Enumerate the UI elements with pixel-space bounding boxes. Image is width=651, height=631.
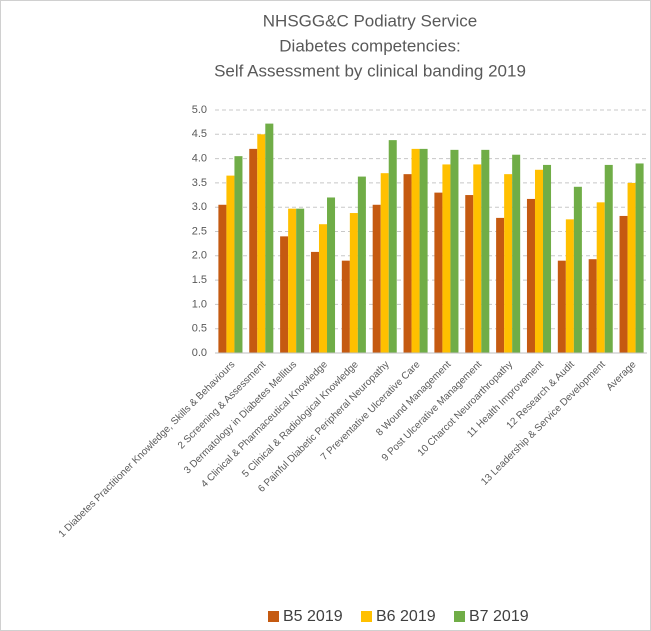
bar [543, 164, 552, 353]
bar [450, 149, 459, 353]
bar [411, 148, 420, 353]
bar [627, 182, 636, 353]
legend-label: B5 2019 [283, 608, 343, 625]
bar [327, 197, 336, 353]
bar [380, 173, 389, 353]
bar [310, 251, 319, 353]
bar [496, 217, 505, 353]
bar [265, 123, 274, 353]
legend-label: B6 2019 [376, 608, 436, 625]
bar [596, 202, 605, 353]
bar [218, 204, 227, 353]
y-tick-label: 5.0 [192, 104, 207, 116]
bar [280, 236, 289, 353]
bar [557, 260, 566, 353]
bar [565, 219, 574, 353]
y-tick-label: 3.0 [192, 201, 207, 213]
y-tick-label: 0.0 [192, 347, 207, 359]
y-tick-label: 2.5 [192, 225, 207, 237]
legend-swatch [454, 611, 465, 622]
bar [288, 208, 297, 353]
bar [372, 204, 381, 353]
bar [512, 154, 521, 353]
bar [619, 215, 628, 353]
legend-label: B7 2019 [469, 608, 529, 625]
bar [504, 174, 513, 353]
legend-swatch [361, 611, 372, 622]
bar [341, 260, 350, 353]
bar [573, 186, 582, 353]
bar [388, 140, 397, 353]
chart-title: Self Assessment by clinical banding 2019 [214, 61, 526, 80]
chart-title: Diabetes competencies: [279, 36, 460, 55]
y-tick-label: 4.5 [192, 128, 207, 140]
bar [234, 156, 243, 353]
bar [318, 224, 328, 353]
chart-title: NHSGG&C Podiatry Service [263, 11, 477, 30]
bar [526, 198, 535, 353]
bar [419, 148, 428, 353]
bar [257, 134, 266, 353]
bar [534, 169, 544, 353]
bar [465, 195, 474, 353]
bar [403, 174, 412, 353]
y-tick-label: 1.5 [192, 274, 207, 286]
y-tick-label: 1.0 [192, 298, 207, 310]
bar [226, 175, 235, 353]
y-tick-label: 4.0 [192, 153, 207, 165]
bar [357, 176, 366, 353]
bar [604, 164, 613, 353]
bar [296, 208, 305, 353]
bar [635, 163, 644, 353]
bar [442, 164, 451, 353]
y-tick-label: 3.5 [192, 177, 207, 189]
bar [481, 149, 490, 353]
bar [349, 213, 358, 353]
legend-swatch [268, 611, 279, 622]
bar [473, 164, 482, 353]
bar [249, 148, 258, 353]
bar [434, 192, 443, 353]
bar [588, 259, 597, 353]
y-tick-label: 0.5 [192, 323, 207, 335]
y-tick-label: 2.0 [192, 250, 207, 262]
